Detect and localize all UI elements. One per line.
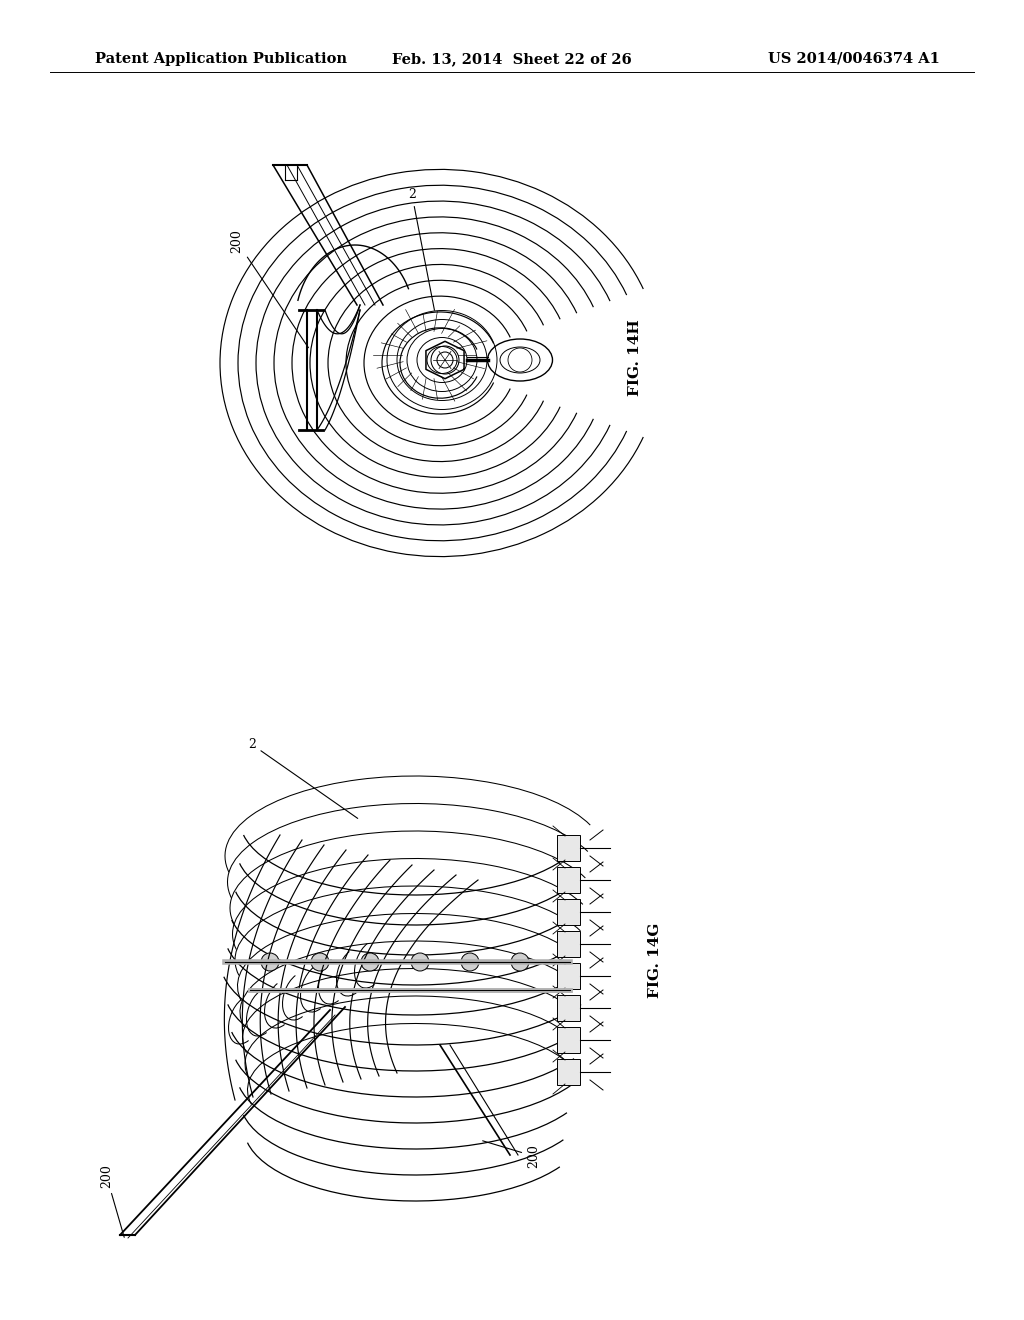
- Text: 2: 2: [248, 738, 357, 818]
- Text: Patent Application Publication: Patent Application Publication: [95, 51, 347, 66]
- Circle shape: [511, 953, 529, 972]
- Text: 200: 200: [482, 1140, 540, 1168]
- Circle shape: [361, 953, 379, 972]
- Polygon shape: [557, 1027, 580, 1053]
- Polygon shape: [557, 995, 580, 1020]
- Polygon shape: [557, 836, 580, 861]
- Polygon shape: [557, 899, 580, 925]
- Text: FIG. 14G: FIG. 14G: [648, 923, 662, 998]
- Circle shape: [411, 953, 429, 972]
- Text: US 2014/0046374 A1: US 2014/0046374 A1: [768, 51, 940, 66]
- Polygon shape: [557, 867, 580, 894]
- Text: 200: 200: [230, 230, 308, 347]
- Circle shape: [461, 953, 479, 972]
- Text: 200: 200: [100, 1164, 124, 1237]
- Circle shape: [261, 953, 279, 972]
- Polygon shape: [557, 931, 580, 957]
- Polygon shape: [557, 1059, 580, 1085]
- Text: FIG. 14H: FIG. 14H: [628, 319, 642, 396]
- Polygon shape: [557, 964, 580, 989]
- Circle shape: [311, 953, 329, 972]
- Text: Feb. 13, 2014  Sheet 22 of 26: Feb. 13, 2014 Sheet 22 of 26: [392, 51, 632, 66]
- Text: 2: 2: [408, 187, 434, 310]
